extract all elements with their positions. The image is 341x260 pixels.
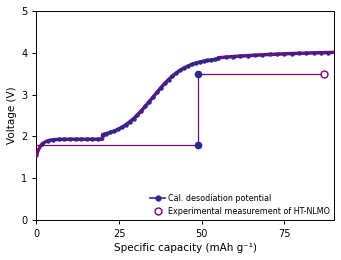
X-axis label: Specific capacity (mAh g⁻¹): Specific capacity (mAh g⁻¹) xyxy=(114,243,257,253)
Y-axis label: Voltage (V): Voltage (V) xyxy=(7,87,17,144)
Legend: Cal. desodiation potential, Experimental measurement of HT-NLMO: Cal. desodiation potential, Experimental… xyxy=(150,194,330,216)
